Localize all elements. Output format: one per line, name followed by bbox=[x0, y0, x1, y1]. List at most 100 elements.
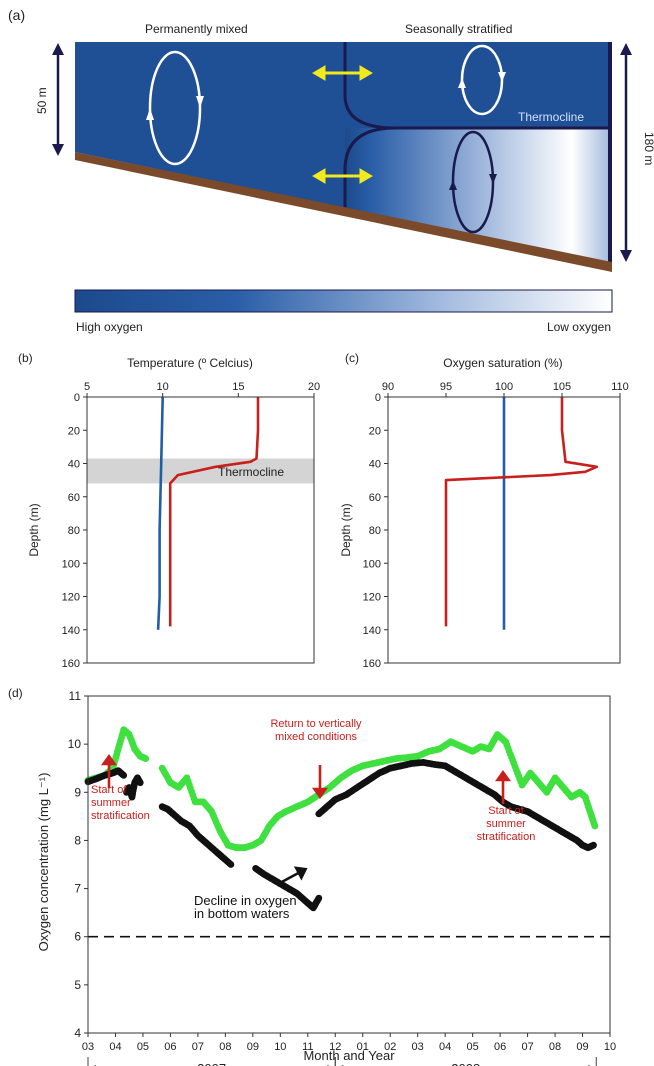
bottom-oxygen-point bbox=[120, 772, 128, 779]
y-tick-label: 11 bbox=[69, 689, 82, 703]
low-oxygen-label: Low oxygen bbox=[547, 320, 611, 334]
x-tick-label: 04 bbox=[439, 1041, 451, 1053]
thermocline-label: Thermocline bbox=[518, 110, 584, 124]
y-tick-label: 20 bbox=[369, 425, 381, 437]
y-tick-label: 20 bbox=[68, 425, 80, 437]
panel-c-frame bbox=[387, 396, 621, 664]
annotation-text: Decline in oxygen bbox=[194, 893, 297, 908]
surface-oxygen-point bbox=[591, 822, 599, 830]
x-tick-label: 100 bbox=[495, 381, 513, 393]
mixing-arrow-up-icon bbox=[146, 108, 154, 120]
panel-a-label: (a) bbox=[8, 7, 25, 23]
x-tick-label: 08 bbox=[549, 1041, 561, 1053]
oxygen-scale-bar bbox=[74, 289, 613, 313]
surface-oxygen-point bbox=[142, 755, 150, 762]
year-label: 2008 bbox=[451, 1061, 480, 1066]
right-edge bbox=[608, 42, 612, 262]
y-tick-label: 10 bbox=[68, 737, 82, 751]
panel-d-frame bbox=[87, 695, 611, 1034]
year-label: 2007 bbox=[197, 1061, 226, 1066]
panel-c-ylabel: Depth (m) bbox=[339, 503, 353, 556]
panel-d-label: (d) bbox=[8, 686, 23, 700]
y-tick-label: 160 bbox=[62, 658, 80, 670]
y-tick-label: 140 bbox=[62, 625, 80, 637]
lower-arrow-up-icon bbox=[449, 180, 457, 190]
y-tick-label: 0 bbox=[74, 392, 80, 404]
bottom-oxygen-point bbox=[315, 894, 323, 902]
y-tick-label: 140 bbox=[363, 625, 381, 637]
exchange-arrow-upper-icon bbox=[312, 65, 373, 81]
profile-series-0 bbox=[156, 396, 164, 630]
annotation-text: in bottom waters bbox=[194, 906, 290, 921]
x-tick-label: 03 bbox=[82, 1041, 94, 1053]
panel-c: (c) Oxygen saturation (%) Depth (m) 90 95… bbox=[339, 351, 629, 670]
annotation-text: summer bbox=[486, 818, 526, 830]
profile-series-1 bbox=[444, 397, 599, 627]
x-tick-label: 01 bbox=[357, 1041, 369, 1053]
annotation-text: Start of bbox=[91, 784, 127, 796]
x-tick-label: 05 bbox=[467, 1041, 479, 1053]
x-tick-label: 06 bbox=[494, 1041, 506, 1053]
y-tick-label: 9 bbox=[74, 785, 81, 799]
y-tick-label: 6 bbox=[74, 930, 81, 944]
y-tick-label: 60 bbox=[68, 492, 80, 504]
upper-arrow-down-icon bbox=[498, 72, 506, 82]
bottom-oxygen-point bbox=[227, 861, 235, 868]
y-tick-label: 100 bbox=[363, 558, 381, 570]
y-tick-label: 0 bbox=[375, 392, 381, 404]
annotation-text: Start of bbox=[488, 805, 524, 817]
x-tick-label: 06 bbox=[164, 1041, 176, 1053]
x-tick-label: 105 bbox=[553, 381, 571, 393]
y-tick-label: 5 bbox=[74, 978, 81, 992]
y-tick-label: 100 bbox=[62, 558, 80, 570]
x-tick-label: 90 bbox=[382, 381, 394, 393]
x-tick-label: 10 bbox=[274, 1041, 286, 1053]
x-tick-label: 12 bbox=[329, 1041, 341, 1053]
panel-d-ylabel: Oxygen concentration (mg L⁻¹) bbox=[36, 773, 51, 952]
x-tick-label: 07 bbox=[521, 1041, 533, 1053]
depth-arrow-left-icon bbox=[52, 43, 64, 156]
y-tick-label: 40 bbox=[68, 459, 80, 471]
x-tick-label: 5 bbox=[84, 381, 90, 393]
annotation-arrow-head-icon bbox=[495, 770, 511, 782]
x-tick-label: 20 bbox=[308, 381, 320, 393]
y-tick-label: 60 bbox=[369, 492, 381, 504]
x-tick-label: 03 bbox=[412, 1041, 424, 1053]
x-tick-label: 09 bbox=[576, 1041, 588, 1053]
annotation-text: stratification bbox=[91, 810, 150, 822]
annotation-text: summer bbox=[91, 797, 131, 809]
y-tick-label: 4 bbox=[74, 1026, 81, 1040]
thermocline-band-label: Thermocline bbox=[218, 465, 284, 479]
bottom-oxygen-point bbox=[136, 779, 144, 787]
exchange-arrow-lower-icon bbox=[312, 168, 373, 184]
depth-right-label: 180 m bbox=[642, 132, 654, 165]
x-tick-label: 11 bbox=[302, 1041, 313, 1053]
x-tick-label: 07 bbox=[192, 1041, 204, 1053]
x-tick-label: 10 bbox=[157, 381, 169, 393]
x-tick-label: 04 bbox=[109, 1041, 121, 1053]
annotation-arrow-head-icon bbox=[312, 787, 328, 799]
y-tick-label: 120 bbox=[62, 592, 80, 604]
y-tick-label: 160 bbox=[363, 658, 381, 670]
annotation-text: stratification bbox=[477, 831, 536, 843]
lower-arrow-down-icon bbox=[489, 174, 497, 184]
x-tick-label: 10 bbox=[604, 1041, 616, 1053]
depth-left-label: 50 m bbox=[35, 87, 49, 114]
annotation-text: mixed conditions bbox=[275, 731, 357, 743]
panel-b-label: (b) bbox=[18, 351, 33, 365]
y-tick-label: 80 bbox=[68, 525, 80, 537]
y-tick-label: 120 bbox=[363, 592, 381, 604]
upper-arrow-up-icon bbox=[458, 78, 466, 88]
seabed-sediment bbox=[75, 152, 612, 272]
stratified-label: Seasonally stratified bbox=[405, 22, 512, 36]
y-tick-label: 40 bbox=[369, 459, 381, 471]
panel-d: (d) Oxygen concentration (mg L⁻¹) 4 5 6 7 8 9… bbox=[8, 686, 616, 1066]
x-tick-label: 09 bbox=[247, 1041, 259, 1053]
panel-b: (b) Temperature (º Celcius) Depth (m) Th… bbox=[18, 351, 320, 670]
depth-arrow-right-icon bbox=[620, 43, 632, 262]
annotation-text: Return to vertically bbox=[270, 718, 362, 730]
y-tick-label: 7 bbox=[74, 882, 81, 896]
left-bottom-water bbox=[75, 128, 345, 208]
panel-c-label: (c) bbox=[345, 351, 359, 365]
